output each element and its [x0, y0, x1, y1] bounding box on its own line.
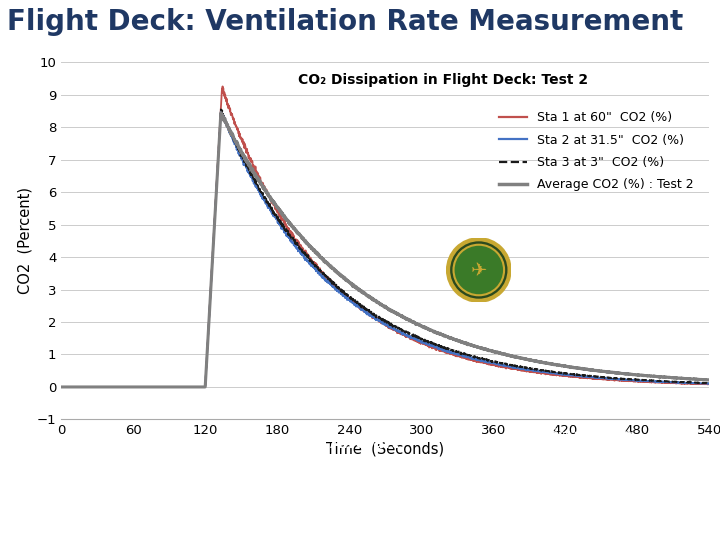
- Text: 30: 30: [629, 434, 653, 453]
- Text: Federal Aviation
Administration: Federal Aviation Administration: [537, 428, 632, 458]
- X-axis label: Time  (Seconds): Time (Seconds): [326, 442, 444, 456]
- Text: CO₂ Dissipation in Flight Deck: Test 2: CO₂ Dissipation in Flight Deck: Test 2: [298, 73, 588, 87]
- Circle shape: [448, 239, 510, 301]
- Text: 30: 30: [668, 434, 692, 453]
- Y-axis label: CO2  (Percent): CO2 (Percent): [17, 187, 32, 294]
- Text: Flight Deck: Ventilation Rate Measurement: Flight Deck: Ventilation Rate Measuremen…: [7, 8, 683, 36]
- Legend: Sta 1 at 60"  CO2 (%), Sta 2 at 31.5"  CO2 (%), Sta 3 at 3"  CO2 (%), Average CO: Sta 1 at 60" CO2 (%), Sta 2 at 31.5" CO2…: [499, 111, 693, 191]
- Text: ✈: ✈: [471, 260, 487, 280]
- Circle shape: [454, 245, 504, 295]
- Text: Halon 1211 Stratification in Aircraft: Halon 1211 Stratification in Aircraft: [74, 436, 399, 451]
